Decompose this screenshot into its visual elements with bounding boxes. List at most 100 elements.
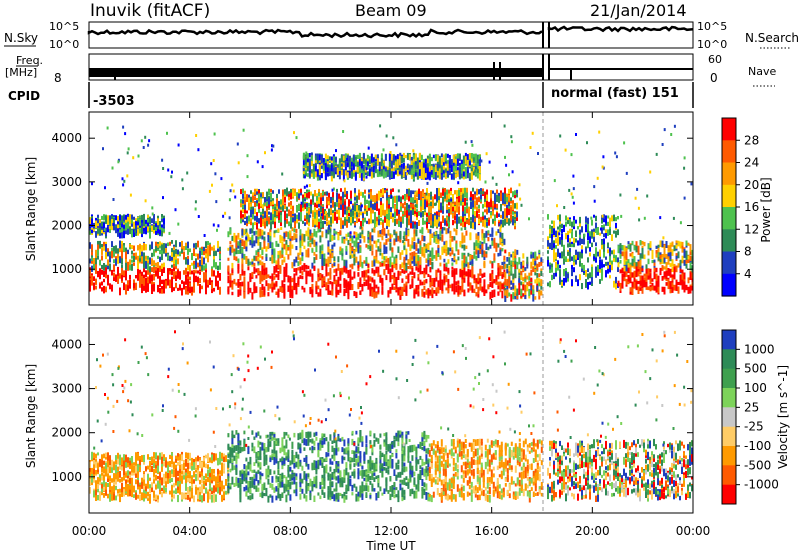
echo-cell	[101, 281, 103, 286]
echo-cell	[524, 295, 527, 300]
echo-cell	[265, 253, 268, 258]
echo-cell	[601, 268, 603, 273]
echo-cell	[412, 209, 414, 215]
echo-cell	[324, 164, 327, 169]
echo-cell	[187, 255, 189, 262]
echo-cell	[322, 165, 325, 170]
echo-cell	[691, 256, 693, 264]
echo-cell	[653, 285, 656, 291]
echo-cell	[667, 257, 670, 265]
echo-cell	[354, 159, 357, 165]
echo-cell	[390, 190, 392, 195]
echo-cell	[417, 284, 420, 290]
echo-cell	[337, 276, 340, 282]
echo-cell	[559, 224, 561, 229]
echo-cell	[380, 189, 382, 194]
echo-cell	[567, 230, 569, 237]
echo-cell	[119, 214, 121, 221]
echo-cell	[275, 229, 278, 233]
echo-cell	[322, 168, 325, 174]
echo-cell	[93, 282, 95, 290]
echo-cell	[197, 240, 199, 248]
echo-cell	[485, 243, 488, 250]
echo-cell	[89, 275, 91, 279]
echo-cell	[329, 251, 332, 259]
echo-cell	[504, 249, 507, 254]
echo-cell	[416, 192, 418, 197]
echo-cell	[617, 229, 619, 236]
echo-cell	[327, 227, 330, 235]
freq-trace	[89, 68, 543, 77]
echo-cell	[331, 252, 334, 259]
echo-cell	[205, 272, 207, 280]
echo-cell	[381, 280, 384, 285]
echo-cell	[393, 262, 396, 269]
echo-cell	[360, 205, 362, 212]
echo-cell	[637, 249, 640, 255]
echo-cell	[302, 203, 304, 208]
echo-cell	[173, 287, 175, 291]
echo-cell	[217, 240, 219, 249]
echo-cell	[175, 275, 177, 282]
echo-cell	[601, 275, 603, 281]
echo-cell	[514, 213, 516, 217]
echo-cell	[254, 215, 256, 221]
echo-cell	[262, 218, 264, 224]
echo-cell	[261, 284, 264, 291]
echo-cell	[339, 246, 342, 254]
echo-cell	[334, 205, 336, 212]
echo-cell	[474, 217, 476, 225]
echo-cell	[199, 284, 201, 290]
echo-cell	[687, 286, 690, 294]
echo-cell	[121, 240, 123, 248]
echo-cell	[101, 255, 103, 261]
echo-cell	[311, 262, 314, 269]
echo-cell	[492, 211, 494, 216]
echo-cell	[125, 257, 127, 263]
echo-cell	[555, 245, 557, 249]
echo-cell	[549, 264, 551, 270]
echo-cell	[291, 262, 294, 269]
echo-cell	[352, 210, 354, 216]
echo-cell	[249, 261, 252, 266]
echo-cell	[279, 266, 282, 274]
echo-cell	[398, 220, 400, 227]
echo-cell	[464, 187, 466, 191]
echo-cell	[187, 284, 189, 292]
echo-cell	[419, 279, 422, 286]
echo-cell	[617, 280, 620, 285]
echo-cell	[647, 286, 650, 291]
echo-cell	[227, 257, 230, 261]
echo-cell	[295, 228, 298, 234]
echo-cell	[470, 217, 472, 221]
echo-cell	[137, 255, 139, 264]
echo-cell	[327, 289, 330, 295]
echo-cell	[385, 239, 388, 245]
echo-cell	[444, 219, 446, 226]
echo-cell	[145, 270, 147, 278]
echo-cell	[133, 216, 135, 220]
echo-cell	[575, 254, 577, 260]
echo-cell	[151, 258, 153, 266]
echo-cell	[341, 256, 344, 261]
echo-cell	[389, 259, 392, 268]
echo-cell	[679, 274, 682, 282]
echo-cell	[427, 273, 430, 277]
echo-cell	[161, 269, 163, 276]
echo-cell	[359, 277, 362, 281]
echo-cell	[380, 197, 382, 202]
echo-cell	[506, 284, 509, 292]
echo-cell	[291, 285, 294, 290]
echo-cell	[368, 159, 371, 164]
echo-cell	[641, 281, 644, 288]
echo-cell	[127, 223, 129, 229]
echo-cell	[275, 274, 278, 278]
echo-cell	[683, 272, 686, 280]
echo-cell	[340, 169, 343, 176]
echo-cell	[501, 290, 504, 299]
echo-cell	[681, 255, 684, 261]
echo-cell	[310, 173, 313, 177]
echo-cell	[409, 245, 412, 252]
echo-cell	[510, 280, 513, 285]
echo-cell	[95, 278, 97, 285]
